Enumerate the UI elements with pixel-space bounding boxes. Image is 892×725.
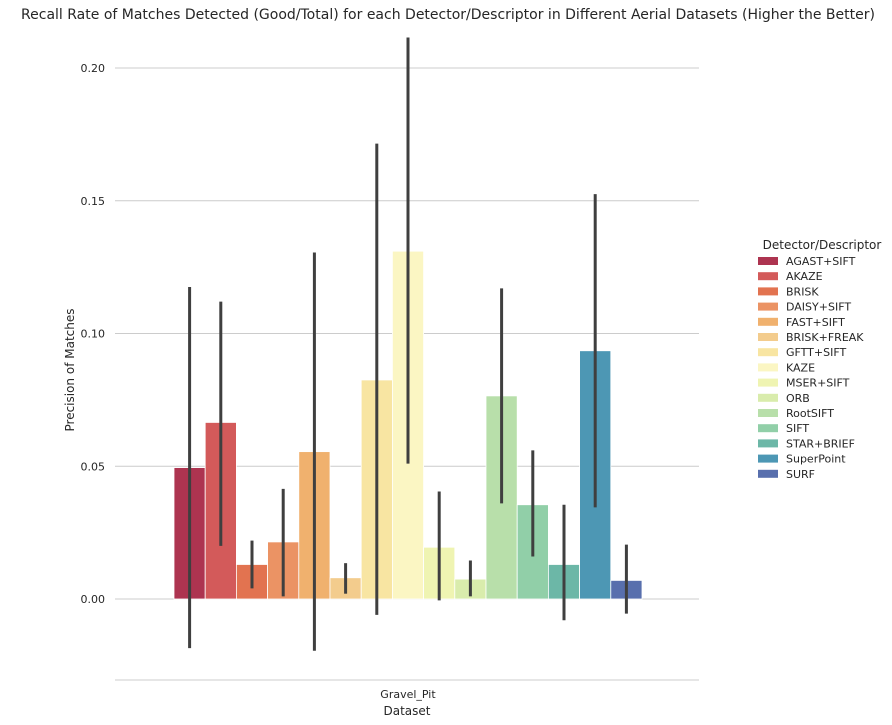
y-tick-label: 0.00 (81, 593, 106, 606)
x-axis-title: Dataset (384, 704, 431, 718)
legend-label: SURF (786, 468, 815, 481)
legend-items: AGAST+SIFT AKAZE BRISK DAISY+SIFT FAST+SIFT B… (758, 255, 864, 481)
legend-swatch (758, 378, 778, 387)
legend-swatch (758, 469, 778, 478)
legend-label: MSER+SIFT (786, 377, 850, 390)
legend-label: BRISK (786, 285, 819, 298)
y-tick-label: 0.15 (81, 195, 106, 208)
legend-swatch (758, 363, 778, 372)
legend-label: SIFT (786, 422, 809, 435)
legend-swatch (758, 454, 778, 463)
y-tick-label: 0.05 (81, 460, 106, 473)
legend: Detector/Descriptor AGAST+SIFT AKAZE BRISK… (758, 238, 881, 481)
legend-label: RootSIFT (786, 407, 834, 420)
legend-label: SuperPoint (786, 453, 846, 466)
legend-label: GFTT+SIFT (786, 346, 846, 359)
legend-swatch (758, 257, 778, 265)
legend-label: KAZE (786, 361, 815, 374)
legend-label: BRISK+FREAK (786, 331, 864, 344)
legend-label: ORB (786, 392, 810, 405)
legend-swatch (758, 348, 778, 357)
legend-swatch (758, 393, 778, 402)
legend-swatch (758, 317, 778, 326)
legend-title: Detector/Descriptor (763, 238, 882, 252)
legend-label: STAR+BRIEF (786, 437, 855, 450)
legend-swatch (758, 287, 778, 296)
legend-swatch (758, 424, 778, 433)
legend-label: AGAST+SIFT (786, 255, 856, 268)
error-bars (188, 37, 628, 651)
legend-swatch (758, 272, 778, 281)
legend-label: AKAZE (786, 270, 823, 283)
legend-swatch (758, 302, 778, 311)
legend-swatch (758, 439, 778, 448)
y-axis-title: Precision of Matches (63, 309, 77, 432)
legend-swatch (758, 333, 778, 341)
legend-label: FAST+SIFT (786, 316, 845, 329)
x-axis: Gravel_Pit (380, 688, 436, 701)
y-axis: 0.00 0.05 0.10 0.15 0.20 (81, 62, 106, 606)
x-tick-label: Gravel_Pit (380, 688, 436, 701)
y-tick-label: 0.20 (81, 62, 106, 75)
chart-title: Recall Rate of Matches Detected (Good/To… (21, 7, 875, 23)
legend-label: DAISY+SIFT (786, 301, 851, 314)
legend-swatch (758, 409, 778, 417)
y-tick-label: 0.10 (81, 328, 106, 341)
